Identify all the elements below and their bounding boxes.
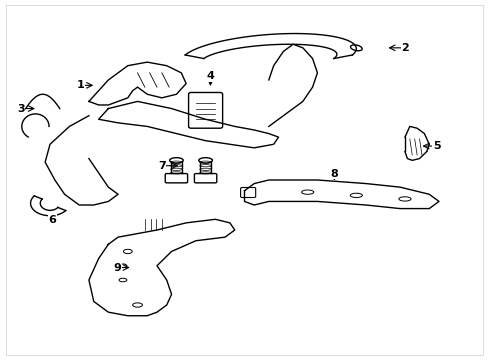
Text: 3: 3 (17, 104, 24, 113)
Text: 2: 2 (400, 43, 408, 53)
Text: 8: 8 (330, 168, 338, 179)
Text: 9: 9 (113, 262, 121, 273)
Text: 6: 6 (48, 215, 56, 225)
Text: 4: 4 (206, 71, 214, 81)
Text: 5: 5 (432, 141, 440, 151)
Text: 1: 1 (77, 80, 84, 90)
Text: 7: 7 (158, 161, 165, 171)
